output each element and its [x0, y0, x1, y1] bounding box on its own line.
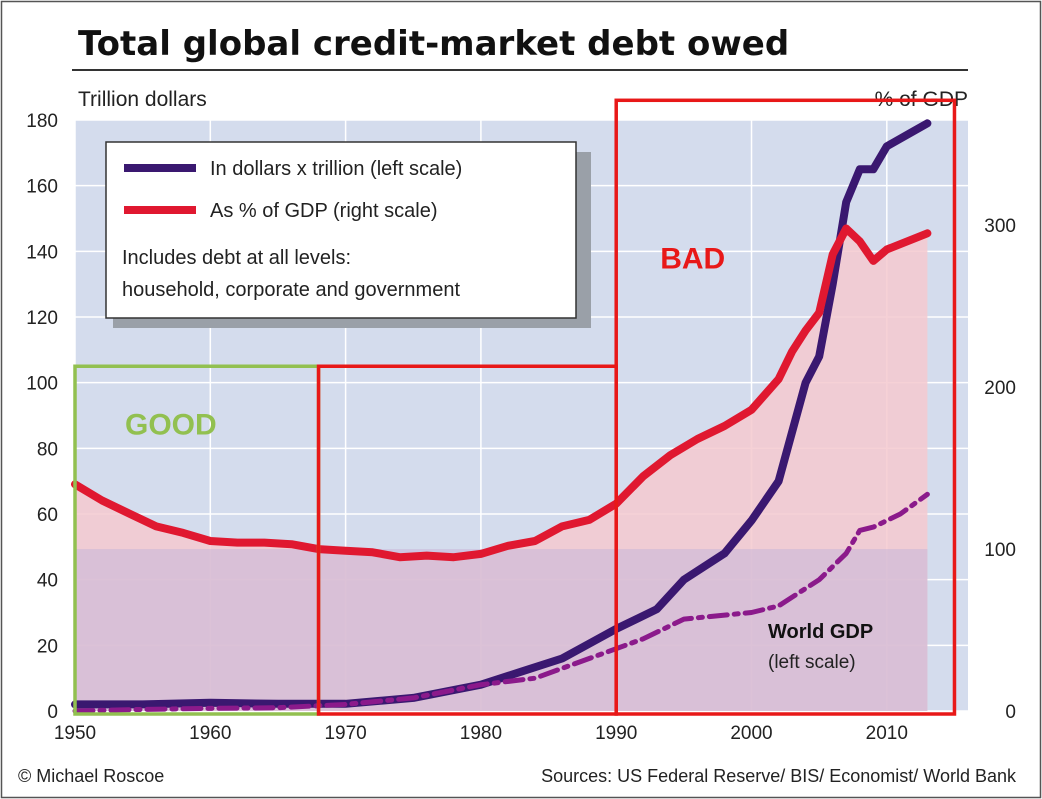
- sources-text: Sources: US Federal Reserve/ BIS/ Econom…: [541, 766, 1017, 786]
- y-left-tick-label-20: 20: [37, 636, 58, 657]
- y-left-tick-label-100: 100: [26, 374, 58, 395]
- overlay-label-good: GOOD: [125, 408, 217, 441]
- y-left-tick-label-0: 0: [47, 702, 58, 723]
- axis-ticks: 1950 1960 1970 1980 1990 2000 2010020406080100…: [26, 111, 1016, 744]
- series-lines: [71, 119, 932, 714]
- y-left-tick-label-40: 40: [37, 571, 58, 592]
- chart-title: Total global credit-market debt owed: [78, 24, 789, 64]
- legend-label-debt-dollars: In dollars x trillion (left scale): [210, 158, 462, 180]
- y-right-tick-label-300: 300: [984, 216, 1016, 237]
- y-left-tick-label-180: 180: [26, 111, 58, 132]
- series-line-debt-dollars: [71, 119, 932, 709]
- x-tick-label-1950: 1950: [54, 723, 96, 744]
- annotation-overlays: GOOD BAD: [73, 98, 957, 716]
- x-tick-label-1990: 1990: [595, 723, 637, 744]
- y-right-tick-label-100: 100: [984, 540, 1016, 561]
- x-tick-label-2000: 2000: [730, 723, 772, 744]
- y-left-tick-label-60: 60: [37, 505, 58, 526]
- y-left-tick-label-160: 160: [26, 177, 58, 198]
- y-right-tick-label-0: 0: [1005, 702, 1016, 723]
- world-gdp-sublabel: (left scale): [768, 652, 856, 673]
- x-tick-label-1970: 1970: [324, 723, 366, 744]
- area-fill-lower-band: [75, 549, 928, 711]
- legend: In dollars x trillion (left scale) As % …: [105, 141, 591, 328]
- y-left-tick-label-120: 120: [26, 308, 58, 329]
- left-axis-unit: Trillion dollars: [78, 88, 207, 111]
- series-line-world-gdp: [72, 491, 930, 714]
- y-left-tick-label-80: 80: [37, 439, 58, 460]
- y-left-tick-label-140: 140: [26, 242, 58, 263]
- x-tick-label-2010: 2010: [866, 723, 908, 744]
- overlay-label-bad: BAD: [660, 242, 725, 275]
- series-line-debt-pct-gdp: [71, 224, 932, 562]
- credit-text: © Michael Roscoe: [18, 766, 164, 786]
- world-gdp-label: World GDP: [768, 621, 873, 643]
- y-right-tick-label-200: 200: [984, 378, 1016, 399]
- legend-label-debt-pct-gdp: As % of GDP (right scale): [210, 200, 437, 222]
- legend-note-line2: household, corporate and government: [122, 279, 460, 301]
- overlay-box-2: [614, 98, 957, 716]
- x-tick-label-1960: 1960: [189, 723, 231, 744]
- legend-note-line1: Includes debt at all levels:: [122, 247, 351, 269]
- x-tick-label-1980: 1980: [460, 723, 502, 744]
- area-fills: [75, 228, 928, 711]
